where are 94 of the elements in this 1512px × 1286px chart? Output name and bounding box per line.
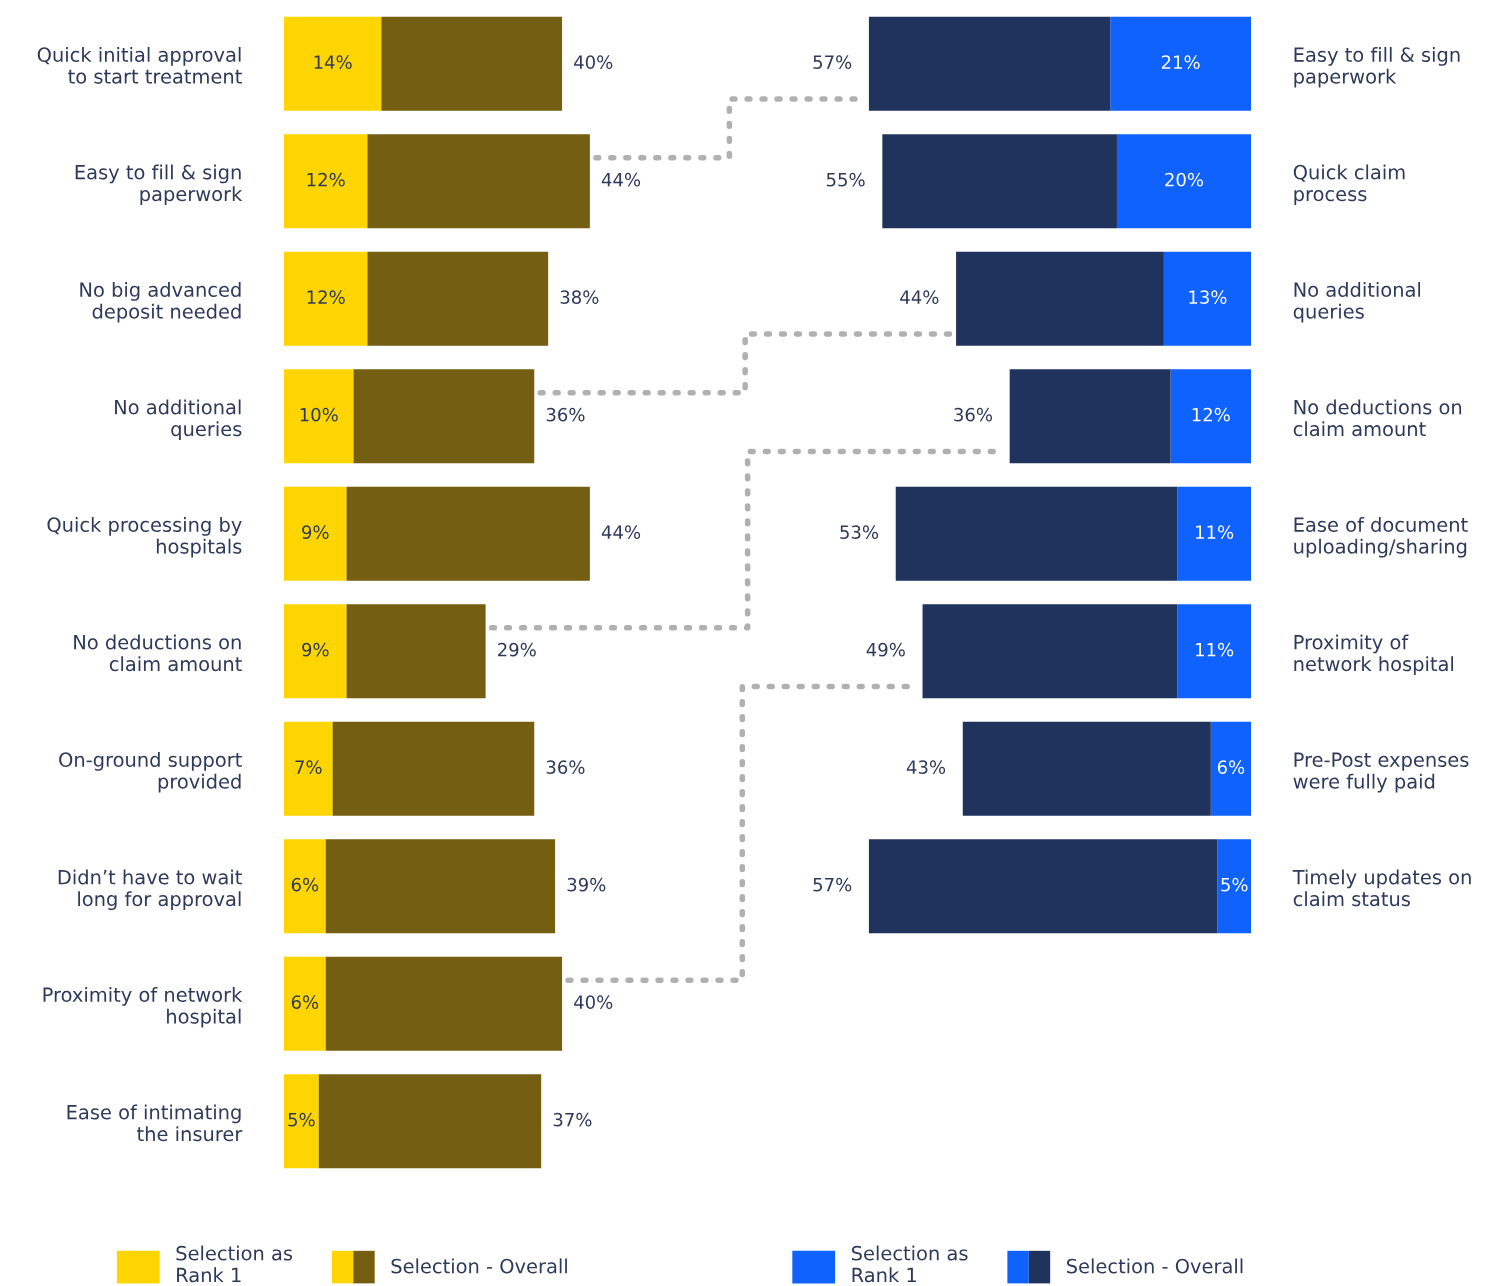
data-label: 13% [1189, 290, 1227, 304]
y-tick-label: Ease of document uploading/sharing [1294, 516, 1468, 558]
total-label: 57% [813, 877, 852, 892]
data-label: 11% [1196, 642, 1234, 657]
total-label: 44% [601, 525, 641, 539]
y-tick-label: No additional queries [115, 399, 242, 441]
data-label: 12% [307, 290, 345, 304]
bar [1116, 134, 1251, 229]
total-label: 29% [498, 642, 536, 657]
legend-label: Selection as Rank 1 [176, 1245, 293, 1283]
bar [346, 486, 590, 581]
bar [1009, 369, 1171, 464]
y-tick-label: Proximity of network hospital [43, 986, 243, 1028]
data-label: 6% [291, 995, 319, 1009]
total-label: 40% [574, 55, 613, 69]
total-label: 38% [560, 290, 599, 304]
bar [284, 604, 347, 699]
data-label: 6% [291, 877, 319, 892]
total-label: 57% [813, 55, 852, 69]
bar [381, 16, 563, 111]
data-label: 12% [1192, 407, 1230, 422]
data-label: 11% [1196, 525, 1234, 539]
y-tick-label: No deductions on claim amount [1293, 399, 1462, 437]
bar [318, 1074, 542, 1169]
bar [1110, 16, 1251, 111]
y-tick-label: Quick claim process [1293, 164, 1405, 206]
bar [284, 251, 368, 346]
bar [1217, 839, 1251, 934]
data-label: 9% [302, 525, 329, 539]
bar [284, 839, 326, 934]
bar [1210, 721, 1251, 816]
bar [922, 604, 1178, 699]
y-tick-label: Pre-Post expenses were fully paid [1293, 752, 1469, 793]
bar [284, 16, 382, 111]
bar [868, 16, 1111, 111]
total-label: 49% [866, 642, 905, 657]
bar [882, 134, 1117, 229]
bar [895, 486, 1178, 581]
bar [367, 134, 590, 229]
y-tick-label: Proximity of network hospital [1294, 634, 1454, 676]
data-label: 21% [1161, 55, 1200, 69]
data-label: 10% [300, 407, 338, 422]
bar [367, 251, 549, 346]
data-label: 12% [307, 172, 345, 187]
bar [1177, 486, 1251, 581]
bar [353, 369, 535, 464]
y-tick-label: Quick processing by hospitals [47, 516, 242, 558]
bar [284, 1074, 319, 1169]
total-label: 44% [601, 172, 641, 187]
y-tick-label: No additional queries [1293, 281, 1421, 323]
data-label: 5% [1221, 877, 1248, 892]
y-tick-label: No big advanced deposit needed [80, 281, 241, 323]
y-tick-label: Didn’t have to wait long for approval [58, 869, 242, 911]
y-tick-label: Timely updates on claim status [1292, 869, 1471, 907]
total-label: 40% [574, 995, 613, 1009]
total-label: 36% [954, 407, 993, 422]
bar [956, 251, 1164, 346]
data-label: 5% [288, 1112, 315, 1127]
bar [868, 839, 1218, 934]
total-label: 39% [567, 877, 606, 892]
bar [325, 956, 563, 1051]
total-label: 55% [826, 172, 865, 187]
y-tick-label: On-ground support provided [59, 751, 242, 793]
data-label: 7% [295, 760, 322, 774]
bar [1177, 604, 1251, 699]
legend-label: Selection as Rank 1 [851, 1245, 968, 1283]
bar [346, 604, 486, 699]
data-label: 14% [314, 55, 352, 69]
bar [284, 486, 347, 581]
bar [284, 721, 333, 816]
y-tick-label: Easy to fill & sign paperwork [75, 164, 243, 206]
bar [1163, 251, 1251, 346]
legend-label: Selection - Overall [391, 1258, 567, 1274]
data-label: 6% [1217, 760, 1245, 774]
data-label: 9% [302, 642, 329, 657]
bar [1170, 369, 1251, 464]
bar [284, 956, 326, 1051]
y-tick-label: Ease of intimating the insurer [67, 1104, 243, 1142]
total-label: 53% [840, 525, 879, 539]
y-tick-label: No deductions on claim amount [74, 634, 242, 672]
bar [284, 369, 354, 464]
legend-label: Selection - Overall [1067, 1258, 1243, 1274]
bar [332, 721, 535, 816]
bar [962, 721, 1211, 816]
data-label: 20% [1165, 172, 1204, 187]
y-tick-label: Easy to fill & sign paperwork [1294, 46, 1460, 88]
total-label: 36% [546, 760, 585, 774]
y-tick-label: Quick initial approval to start treatment [37, 46, 242, 84]
total-label: 36% [546, 407, 585, 422]
total-label: 37% [553, 1112, 592, 1127]
bar [284, 134, 368, 229]
total-label: 43% [906, 760, 946, 774]
bar [325, 839, 556, 934]
total-label: 44% [900, 290, 939, 304]
